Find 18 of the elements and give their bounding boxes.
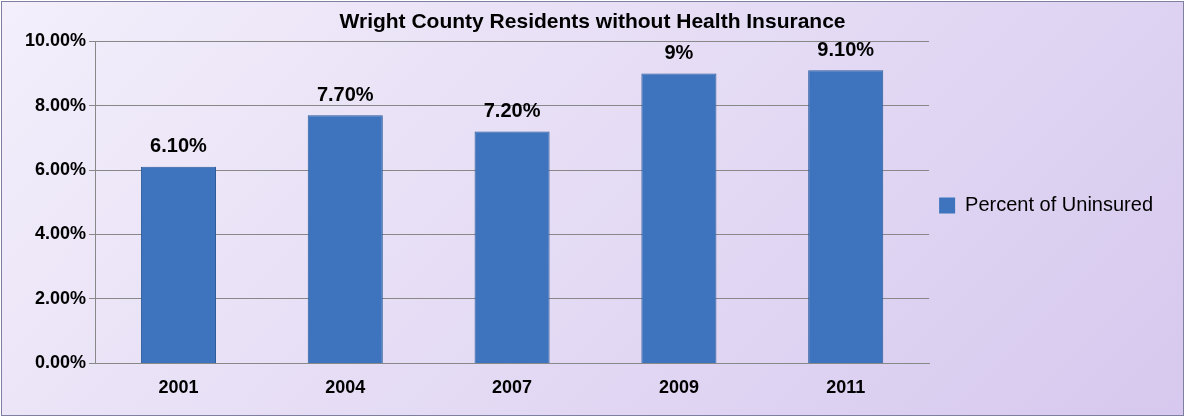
data-label: 9.10% [817,37,875,60]
y-tick-label: 8.00% [35,94,87,115]
y-tick-label: 10.00% [24,30,87,51]
data-label: 7.70% [316,82,374,105]
y-tick-label: 6.00% [35,159,87,180]
legend-label: Percent of Uninsured [965,193,1154,216]
x-tick-label: 2001 [158,377,199,398]
y-tick-label: 2.00% [35,287,87,308]
data-label: 9% [664,40,694,63]
y-tick-label: 4.00% [35,223,87,244]
y-tick-label: 0.00% [35,352,87,373]
data-label: 7.20% [483,98,541,121]
x-tick-label: 2004 [325,377,366,398]
x-tick-label: 2007 [492,377,533,398]
chart-title: Wright County Residents without Health Insurance [339,9,846,33]
x-tick-label: 2009 [658,377,699,398]
data-label: 6.10% [150,134,208,157]
x-tick-label: 2011 [826,377,866,398]
